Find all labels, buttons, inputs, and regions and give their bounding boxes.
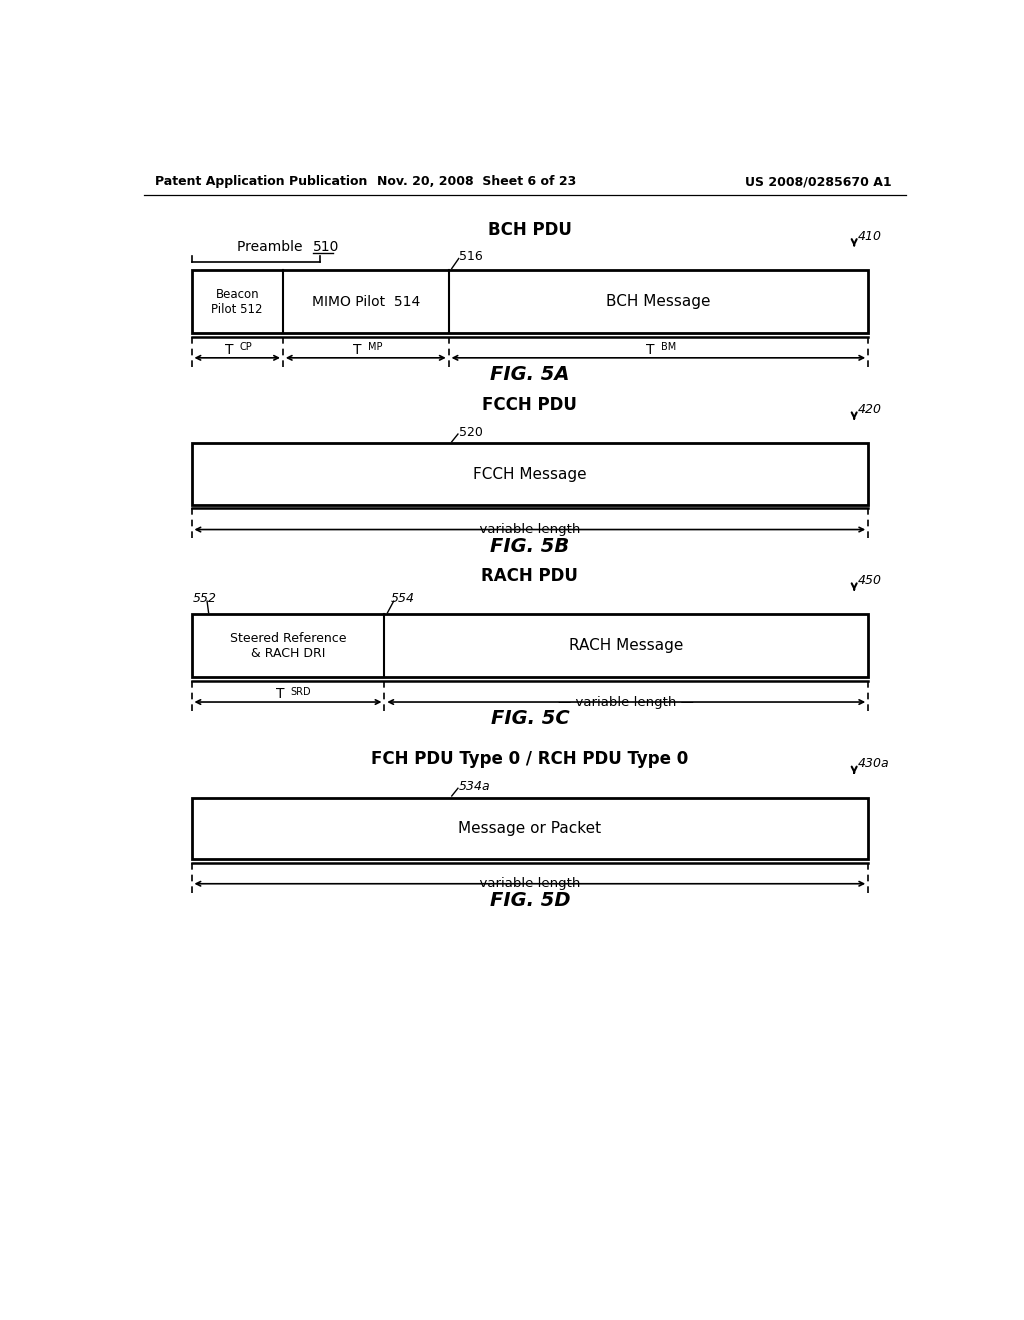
- Text: 552: 552: [194, 593, 217, 606]
- Text: MIMO Pilot  514: MIMO Pilot 514: [311, 294, 420, 309]
- Text: T: T: [275, 688, 284, 701]
- Text: Message or Packet: Message or Packet: [459, 821, 601, 836]
- Text: FIG. 5B: FIG. 5B: [490, 537, 569, 556]
- Text: 410: 410: [858, 230, 882, 243]
- Text: Patent Application Publication: Patent Application Publication: [155, 176, 368, 187]
- Text: FIG. 5A: FIG. 5A: [490, 366, 569, 384]
- Text: FCH PDU Type 0 / RCH PDU Type 0: FCH PDU Type 0 / RCH PDU Type 0: [372, 750, 688, 768]
- FancyBboxPatch shape: [191, 444, 868, 506]
- Text: — variable length —: — variable length —: [462, 878, 598, 890]
- Text: Steered Reference
& RACH DRI: Steered Reference & RACH DRI: [229, 632, 346, 660]
- Text: — variable length —: — variable length —: [462, 523, 598, 536]
- Text: FCCH Message: FCCH Message: [473, 466, 587, 482]
- Text: 510: 510: [313, 240, 340, 253]
- Text: RACH Message: RACH Message: [569, 639, 683, 653]
- Text: BM: BM: [660, 342, 676, 352]
- Text: SRD: SRD: [290, 686, 311, 697]
- FancyBboxPatch shape: [191, 271, 868, 333]
- Text: RACH PDU: RACH PDU: [481, 566, 579, 585]
- Text: Preamble: Preamble: [237, 240, 311, 253]
- Text: FIG. 5C: FIG. 5C: [490, 709, 569, 729]
- Text: T: T: [225, 343, 233, 358]
- Text: US 2008/0285670 A1: US 2008/0285670 A1: [744, 176, 891, 187]
- Text: 534a: 534a: [459, 780, 490, 793]
- Text: — variable length —: — variable length —: [558, 696, 694, 709]
- Text: 420: 420: [858, 403, 882, 416]
- Text: Nov. 20, 2008  Sheet 6 of 23: Nov. 20, 2008 Sheet 6 of 23: [377, 176, 577, 187]
- Text: FCCH PDU: FCCH PDU: [482, 396, 578, 413]
- Text: 516: 516: [459, 251, 482, 264]
- Text: Beacon
Pilot 512: Beacon Pilot 512: [212, 288, 263, 315]
- Text: T: T: [646, 343, 654, 358]
- FancyBboxPatch shape: [191, 797, 868, 859]
- Text: T: T: [353, 343, 361, 358]
- FancyBboxPatch shape: [191, 614, 868, 677]
- Text: 520: 520: [459, 426, 482, 440]
- Text: FIG. 5D: FIG. 5D: [489, 891, 570, 911]
- Text: 554: 554: [390, 593, 415, 606]
- Text: BCH PDU: BCH PDU: [487, 220, 571, 239]
- Text: 450: 450: [858, 574, 882, 587]
- Text: MP: MP: [368, 342, 383, 352]
- Text: BCH Message: BCH Message: [606, 294, 711, 309]
- Text: 430a: 430a: [858, 758, 890, 770]
- Text: CP: CP: [240, 342, 252, 352]
